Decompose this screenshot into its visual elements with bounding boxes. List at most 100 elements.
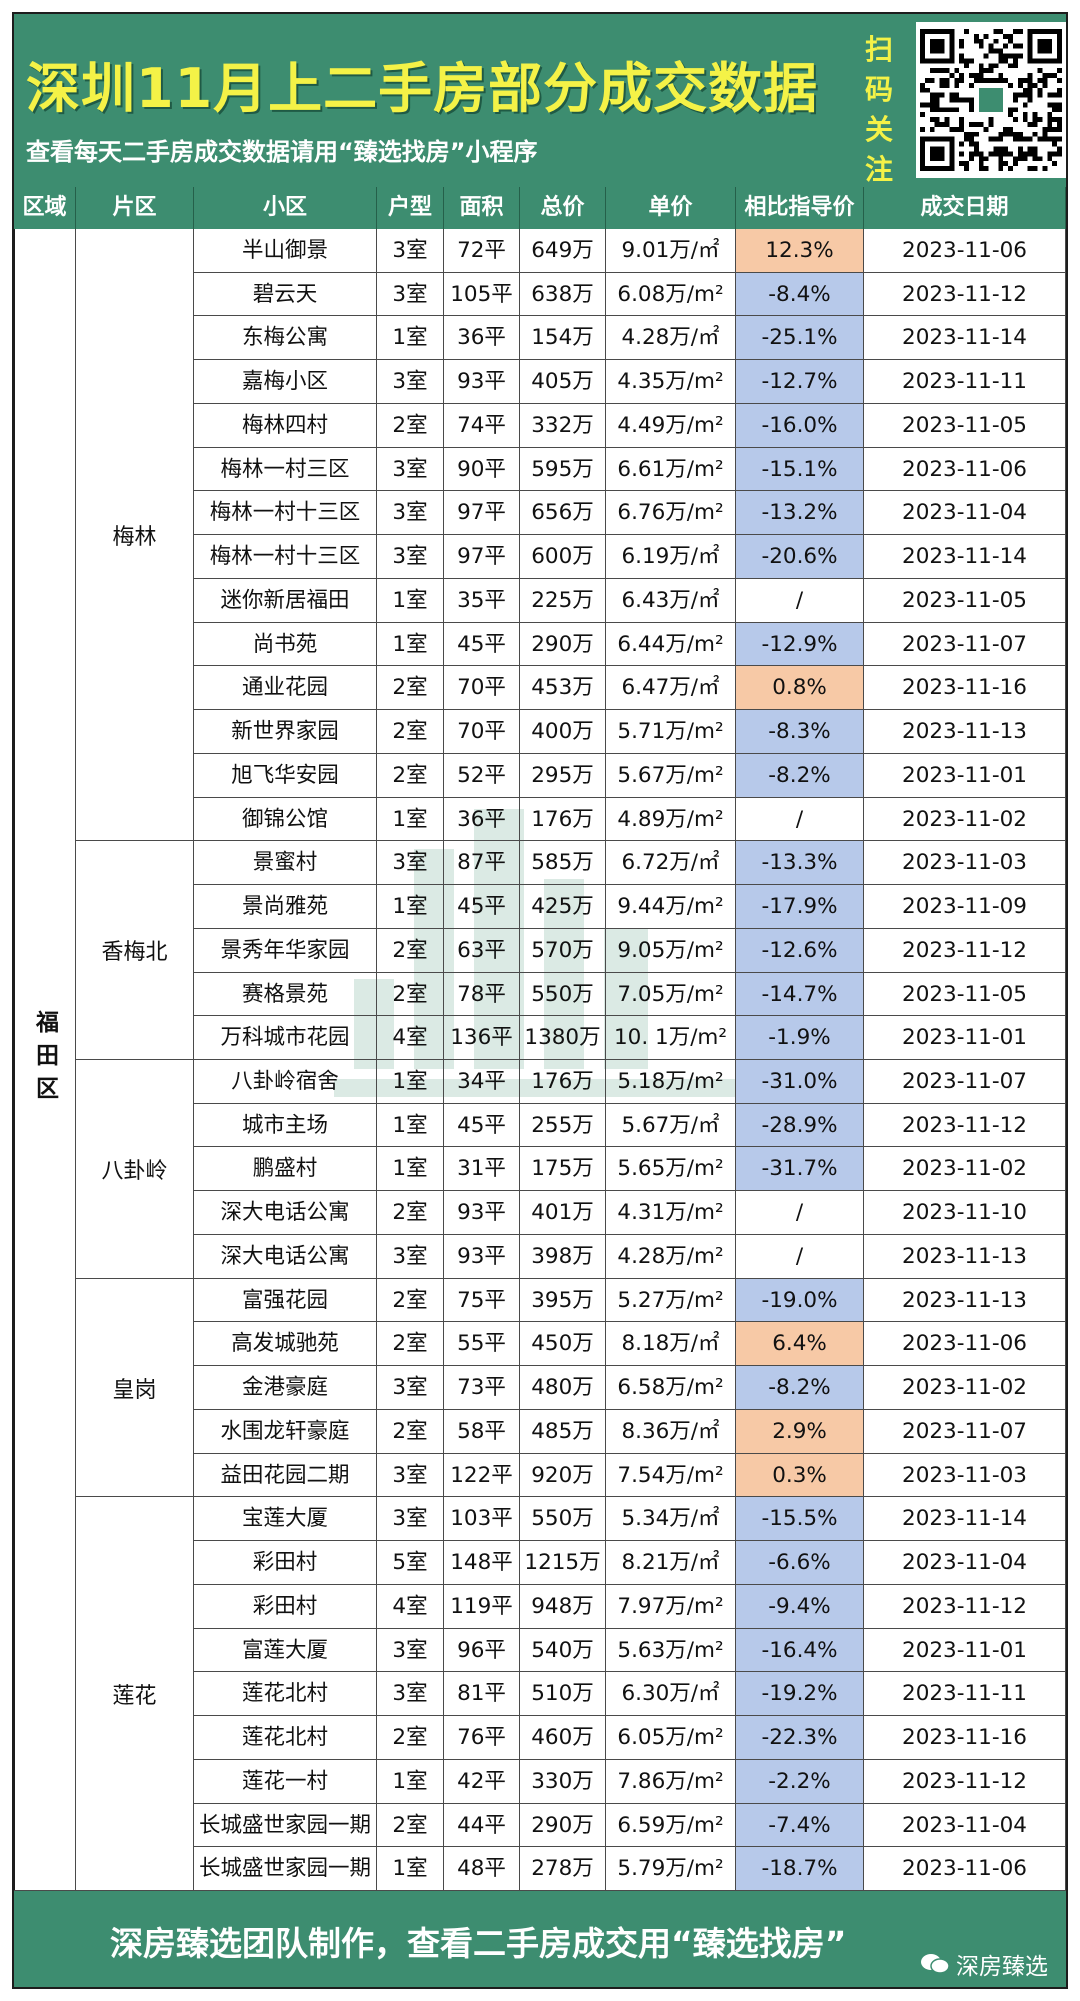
- wechat-icon: [921, 1954, 950, 1974]
- total-price-cell: 570万: [520, 928, 606, 973]
- unit-price-cell: 4.28万/m²: [606, 1234, 736, 1279]
- area-cell: 58平: [444, 1409, 520, 1454]
- community-cell: 半山御景: [194, 229, 377, 273]
- layout-cell: 3室: [377, 447, 444, 492]
- unit-price-cell: 4.28万/㎡: [606, 316, 736, 361]
- layout-cell: 3室: [377, 1672, 444, 1717]
- area-cell: 36平: [444, 316, 520, 361]
- layout-cell: 3室: [377, 491, 444, 536]
- vs-guide-price-cell: -6.6%: [736, 1541, 864, 1585]
- layout-cell: 1室: [377, 622, 444, 667]
- area-cell: 105平: [444, 272, 520, 317]
- unit-price-cell: 5.79万/m²: [606, 1847, 736, 1891]
- community-cell: 景秀年华家园: [194, 928, 377, 973]
- total-price-cell: 450万: [520, 1322, 606, 1367]
- unit-price-cell: 7.97万/m²: [606, 1584, 736, 1629]
- deal-date-cell: 2023-11-02: [864, 1147, 1066, 1192]
- total-price-cell: 175万: [520, 1147, 606, 1192]
- unit-price-cell: 6.08万/m²: [606, 272, 736, 317]
- deal-date-cell: 2023-11-11: [864, 1672, 1066, 1717]
- layout-cell: 3室: [377, 1366, 444, 1410]
- vs-guide-price-cell: -12.6%: [736, 928, 864, 973]
- vs-guide-price-cell: 2.9%: [736, 1409, 864, 1454]
- vs-guide-price-cell: -9.4%: [736, 1584, 864, 1629]
- total-price-cell: 453万: [520, 666, 606, 711]
- layout-cell: 2室: [377, 1191, 444, 1235]
- unit-price-cell: 8.18万/㎡: [606, 1322, 736, 1367]
- deal-date-cell: 2023-11-07: [864, 1060, 1066, 1104]
- deal-date-cell: 2023-11-01: [864, 1628, 1066, 1673]
- community-cell: 梅林四村: [194, 403, 377, 448]
- layout-cell: 1室: [377, 1847, 444, 1891]
- total-price-cell: 255万: [520, 1103, 606, 1148]
- area-cell: 63平: [444, 928, 520, 973]
- vs-guide-price-cell: -31.0%: [736, 1060, 864, 1104]
- deal-date-cell: 2023-11-03: [864, 1453, 1066, 1498]
- deal-date-cell: 2023-11-16: [864, 1716, 1066, 1760]
- total-price-cell: 948万: [520, 1584, 606, 1629]
- layout-cell: 1室: [377, 316, 444, 361]
- community-cell: 景蜜村: [194, 841, 377, 886]
- area-cell: 96平: [444, 1628, 520, 1673]
- scan-char: 码: [864, 73, 893, 106]
- total-price-cell: 1215万: [520, 1541, 606, 1585]
- area-cell: 42平: [444, 1759, 520, 1804]
- total-price-cell: 405万: [520, 360, 606, 404]
- unit-price-cell: 6.05万/m²: [606, 1716, 736, 1760]
- area-cell: 45平: [444, 885, 520, 929]
- deal-date-cell: 2023-11-04: [864, 1803, 1066, 1848]
- column-header: 片区: [76, 187, 194, 229]
- vs-guide-price-cell: 0.3%: [736, 1453, 864, 1498]
- qr-code-icon[interactable]: [916, 22, 1066, 178]
- page-title: 深圳11月上二手房部分成交数据: [26, 57, 819, 120]
- community-cell: 水围龙轩豪庭: [194, 1409, 377, 1454]
- community-cell: 益田花园二期: [194, 1453, 377, 1498]
- area-cell: 55平: [444, 1322, 520, 1367]
- total-price-cell: 330万: [520, 1759, 606, 1804]
- vs-guide-price-cell: -15.5%: [736, 1497, 864, 1542]
- unit-price-cell: 6.58万/m²: [606, 1366, 736, 1410]
- community-cell: 宝莲大厦: [194, 1497, 377, 1542]
- unit-price-cell: 7.05万/m²: [606, 972, 736, 1017]
- unit-price-cell: 6.19万/㎡: [606, 535, 736, 579]
- column-header: 面积: [444, 187, 520, 229]
- layout-cell: 4室: [377, 1584, 444, 1629]
- area-cell: 136平: [444, 1016, 520, 1060]
- column-header: 总价: [520, 187, 606, 229]
- vs-guide-price-cell: -8.4%: [736, 272, 864, 317]
- unit-price-cell: 4.49万/m²: [606, 403, 736, 448]
- unit-price-cell: 6.76万/m²: [606, 491, 736, 536]
- deal-date-cell: 2023-11-12: [864, 1584, 1066, 1629]
- community-cell: 梅林一村十三区: [194, 491, 377, 536]
- vs-guide-price-cell: 0.8%: [736, 666, 864, 711]
- deal-date-cell: 2023-11-16: [864, 666, 1066, 711]
- community-cell: 莲花一村: [194, 1759, 377, 1804]
- deal-date-cell: 2023-11-06: [864, 1322, 1066, 1367]
- vs-guide-price-cell: -2.2%: [736, 1759, 864, 1804]
- deal-date-cell: 2023-11-10: [864, 1191, 1066, 1235]
- total-price-cell: 290万: [520, 1803, 606, 1848]
- deal-date-cell: 2023-11-06: [864, 229, 1066, 273]
- vs-guide-price-cell: -12.7%: [736, 360, 864, 404]
- area-cell: 35平: [444, 578, 520, 623]
- total-price-cell: 278万: [520, 1847, 606, 1891]
- vs-guide-price-cell: -17.9%: [736, 885, 864, 929]
- total-price-cell: 295万: [520, 753, 606, 798]
- layout-cell: 3室: [377, 1497, 444, 1542]
- area-cell: 93平: [444, 1234, 520, 1279]
- layout-cell: 2室: [377, 1803, 444, 1848]
- area-cell: 70平: [444, 710, 520, 754]
- vs-guide-price-cell: -28.9%: [736, 1103, 864, 1148]
- deal-date-cell: 2023-11-14: [864, 535, 1066, 579]
- transaction-table: 福田区 半山御景 3室 72平 649万 9.01万/㎡ 12.3% 2023-11-06 碧…: [14, 229, 1066, 1891]
- unit-price-cell: 4.31万/m²: [606, 1191, 736, 1235]
- area-cell: 119平: [444, 1584, 520, 1629]
- unit-price-cell: 6.47万/㎡: [606, 666, 736, 711]
- area-cell: 122平: [444, 1453, 520, 1498]
- total-price-cell: 225万: [520, 578, 606, 623]
- layout-cell: 2室: [377, 403, 444, 448]
- unit-price-cell: 9.01万/㎡: [606, 229, 736, 273]
- layout-cell: 3室: [377, 1453, 444, 1498]
- area-cell: 97平: [444, 491, 520, 536]
- deal-date-cell: 2023-11-05: [864, 578, 1066, 623]
